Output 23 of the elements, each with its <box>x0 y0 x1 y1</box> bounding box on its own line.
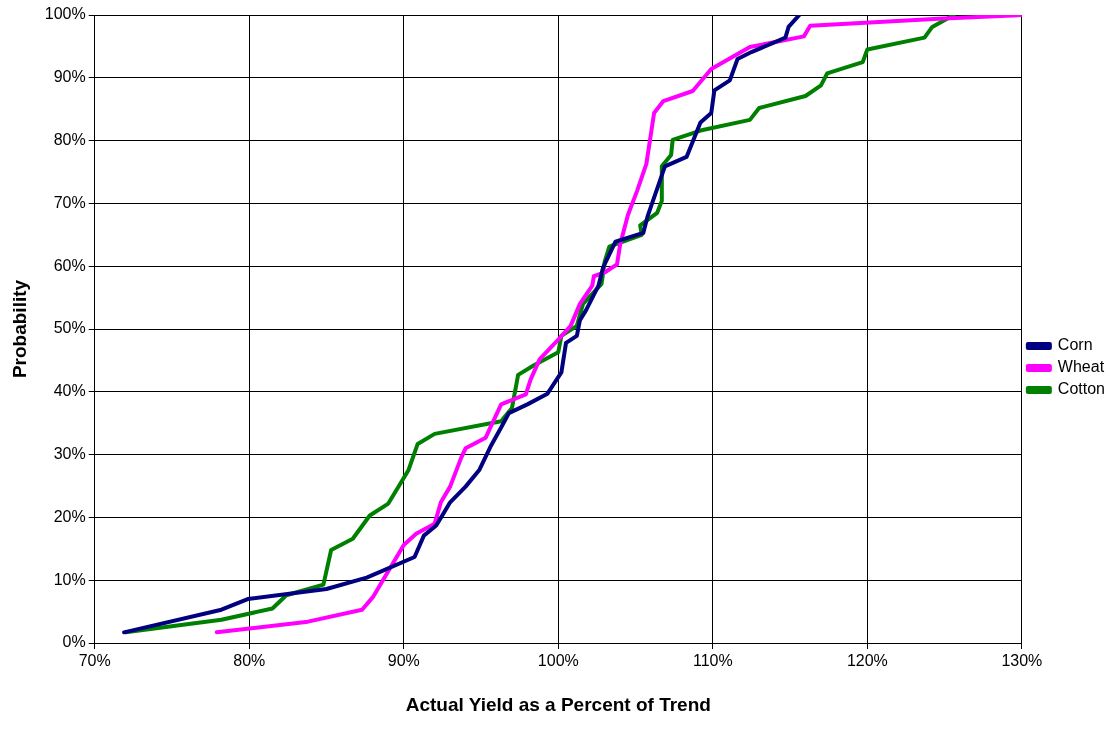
legend-label: Cotton <box>1057 380 1105 398</box>
y-tick-label: 80% <box>53 131 86 149</box>
y-tick-label: 0% <box>62 633 86 651</box>
x-tick-label: 100% <box>537 652 579 670</box>
x-tick-label: 130% <box>1001 652 1043 670</box>
y-tick-label: 10% <box>53 570 86 588</box>
legend-label: Wheat <box>1057 358 1105 376</box>
y-tick-label: 40% <box>53 382 86 400</box>
y-tick-label: 100% <box>44 5 86 23</box>
x-tick-label: 80% <box>233 652 266 670</box>
y-tick-label: 20% <box>53 507 86 525</box>
y-tick-label: 30% <box>53 445 86 463</box>
y-tick-label: 70% <box>53 193 86 211</box>
y-tick-label: 90% <box>53 68 86 86</box>
y-tick-label: 60% <box>53 256 86 274</box>
y-axis-title: Probability <box>8 279 30 379</box>
x-tick-label: 120% <box>846 652 888 670</box>
x-tick-label: 90% <box>387 652 420 670</box>
x-tick-label: 110% <box>692 652 733 670</box>
legend-label: Corn <box>1057 336 1093 354</box>
x-axis-title: Actual Yield as a Percent of Trend <box>405 693 711 715</box>
y-tick-label: 50% <box>53 319 86 337</box>
x-tick-label: 70% <box>78 652 111 670</box>
